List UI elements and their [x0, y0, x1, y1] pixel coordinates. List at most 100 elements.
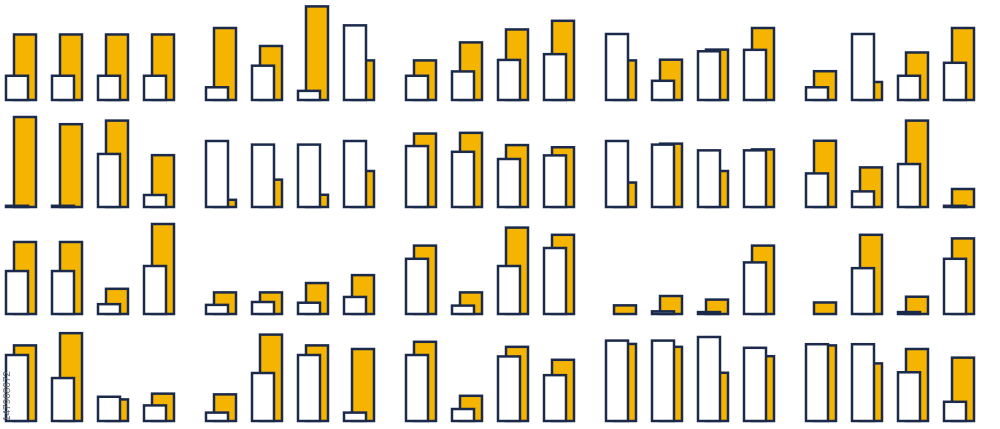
- outline-bar: [450, 70, 476, 102]
- outline-bar: [896, 162, 922, 209]
- bar-chart-icon: [404, 226, 576, 316]
- outline-bar: [96, 395, 122, 423]
- outline-bar: [696, 50, 722, 102]
- bar-chart-icon: [612, 244, 776, 316]
- outline-bar: [250, 371, 276, 423]
- outline-bar: [96, 152, 122, 209]
- bar-chart-icon: [604, 335, 776, 423]
- outline-bar: [204, 303, 230, 316]
- outline-bar: [850, 342, 876, 423]
- outline-bar: [250, 143, 276, 209]
- outline-bar: [542, 52, 568, 102]
- outline-bar: [496, 58, 522, 102]
- outline-bar: [404, 144, 430, 209]
- bar-chart-icon: [404, 340, 576, 423]
- outline-bar: [142, 193, 168, 209]
- accent-bar: [58, 122, 84, 209]
- outline-bar: [4, 74, 30, 102]
- outline-bar: [404, 353, 430, 423]
- outline-bar: [342, 411, 368, 423]
- outline-bar: [696, 335, 722, 423]
- outline-bar: [804, 342, 830, 423]
- outline-bar: [896, 74, 922, 102]
- outline-bar: [742, 261, 768, 316]
- outline-bar: [542, 373, 568, 423]
- outline-bar: [696, 149, 722, 209]
- outline-bar: [4, 269, 30, 316]
- outline-bar: [604, 339, 630, 423]
- outline-bar: [942, 61, 968, 102]
- outline-bar: [696, 310, 722, 316]
- bar-chart-icon: [204, 333, 376, 423]
- outline-bar: [742, 346, 768, 423]
- bar-chart-icon: [804, 342, 976, 423]
- outline-bar: [942, 257, 968, 316]
- outline-bar: [450, 150, 476, 209]
- outline-bar: [604, 139, 630, 209]
- outline-bar: [450, 304, 476, 316]
- outline-bar: [650, 339, 676, 423]
- outline-bar: [296, 353, 322, 423]
- outline-bar: [204, 411, 230, 423]
- outline-bar: [342, 24, 368, 102]
- outline-bar: [342, 139, 368, 209]
- stock-id-label: 147968672: [2, 370, 13, 421]
- bar-chart-icon: [4, 115, 176, 209]
- outline-bar: [296, 89, 322, 102]
- outline-bar: [496, 264, 522, 316]
- bar-chart-icon: [4, 331, 176, 423]
- bar-chart-icon: [204, 5, 376, 102]
- bar-chart-icon: [404, 131, 576, 209]
- outline-bar: [542, 246, 568, 316]
- outline-bar: [204, 139, 230, 209]
- outline-bar: [896, 371, 922, 423]
- bar-chart-icon: [204, 139, 376, 209]
- outline-bar: [50, 376, 76, 423]
- outline-bar: [142, 74, 168, 102]
- outline-bar: [4, 353, 30, 423]
- accent-bar: [350, 347, 376, 423]
- outline-bar: [250, 64, 276, 102]
- outline-bar: [296, 143, 322, 209]
- outline-bar: [4, 204, 30, 209]
- bar-chart-icon: [4, 33, 176, 102]
- bar-chart-icon: [604, 139, 776, 209]
- accent-bar: [12, 115, 38, 209]
- outline-bar: [742, 149, 768, 209]
- outline-bar: [96, 302, 122, 316]
- outline-bar: [804, 172, 830, 209]
- outline-bar: [496, 355, 522, 423]
- outline-bar: [942, 204, 968, 209]
- outline-bar: [342, 295, 368, 316]
- accent-bar: [612, 304, 638, 316]
- outline-bar: [604, 32, 630, 102]
- outline-bar: [404, 74, 430, 102]
- outline-bar: [296, 301, 322, 316]
- outline-bar: [650, 143, 676, 209]
- outline-bar: [50, 204, 76, 209]
- bar-chart-icon: [604, 26, 776, 102]
- outline-bar: [650, 79, 676, 102]
- outline-bar: [804, 86, 830, 102]
- bar-chart-icon: [804, 26, 976, 102]
- bar-chart-icon: [204, 273, 376, 316]
- outline-bar: [942, 400, 968, 423]
- outline-bar: [50, 74, 76, 102]
- outline-bar: [204, 86, 230, 102]
- accent-bar: [950, 187, 976, 209]
- outline-bar: [404, 257, 430, 316]
- outline-bar: [542, 154, 568, 209]
- outline-bar: [742, 48, 768, 102]
- outline-bar: [850, 32, 876, 102]
- outline-bar: [650, 310, 676, 316]
- outline-bar: [450, 407, 476, 423]
- outline-bar: [850, 190, 876, 209]
- outline-bar: [250, 300, 276, 316]
- accent-bar: [304, 5, 330, 102]
- outline-bar: [50, 269, 76, 316]
- outline-bar: [142, 404, 168, 423]
- accent-bar: [812, 301, 838, 316]
- bar-chart-icon: [4, 222, 176, 316]
- outline-bar: [96, 74, 122, 102]
